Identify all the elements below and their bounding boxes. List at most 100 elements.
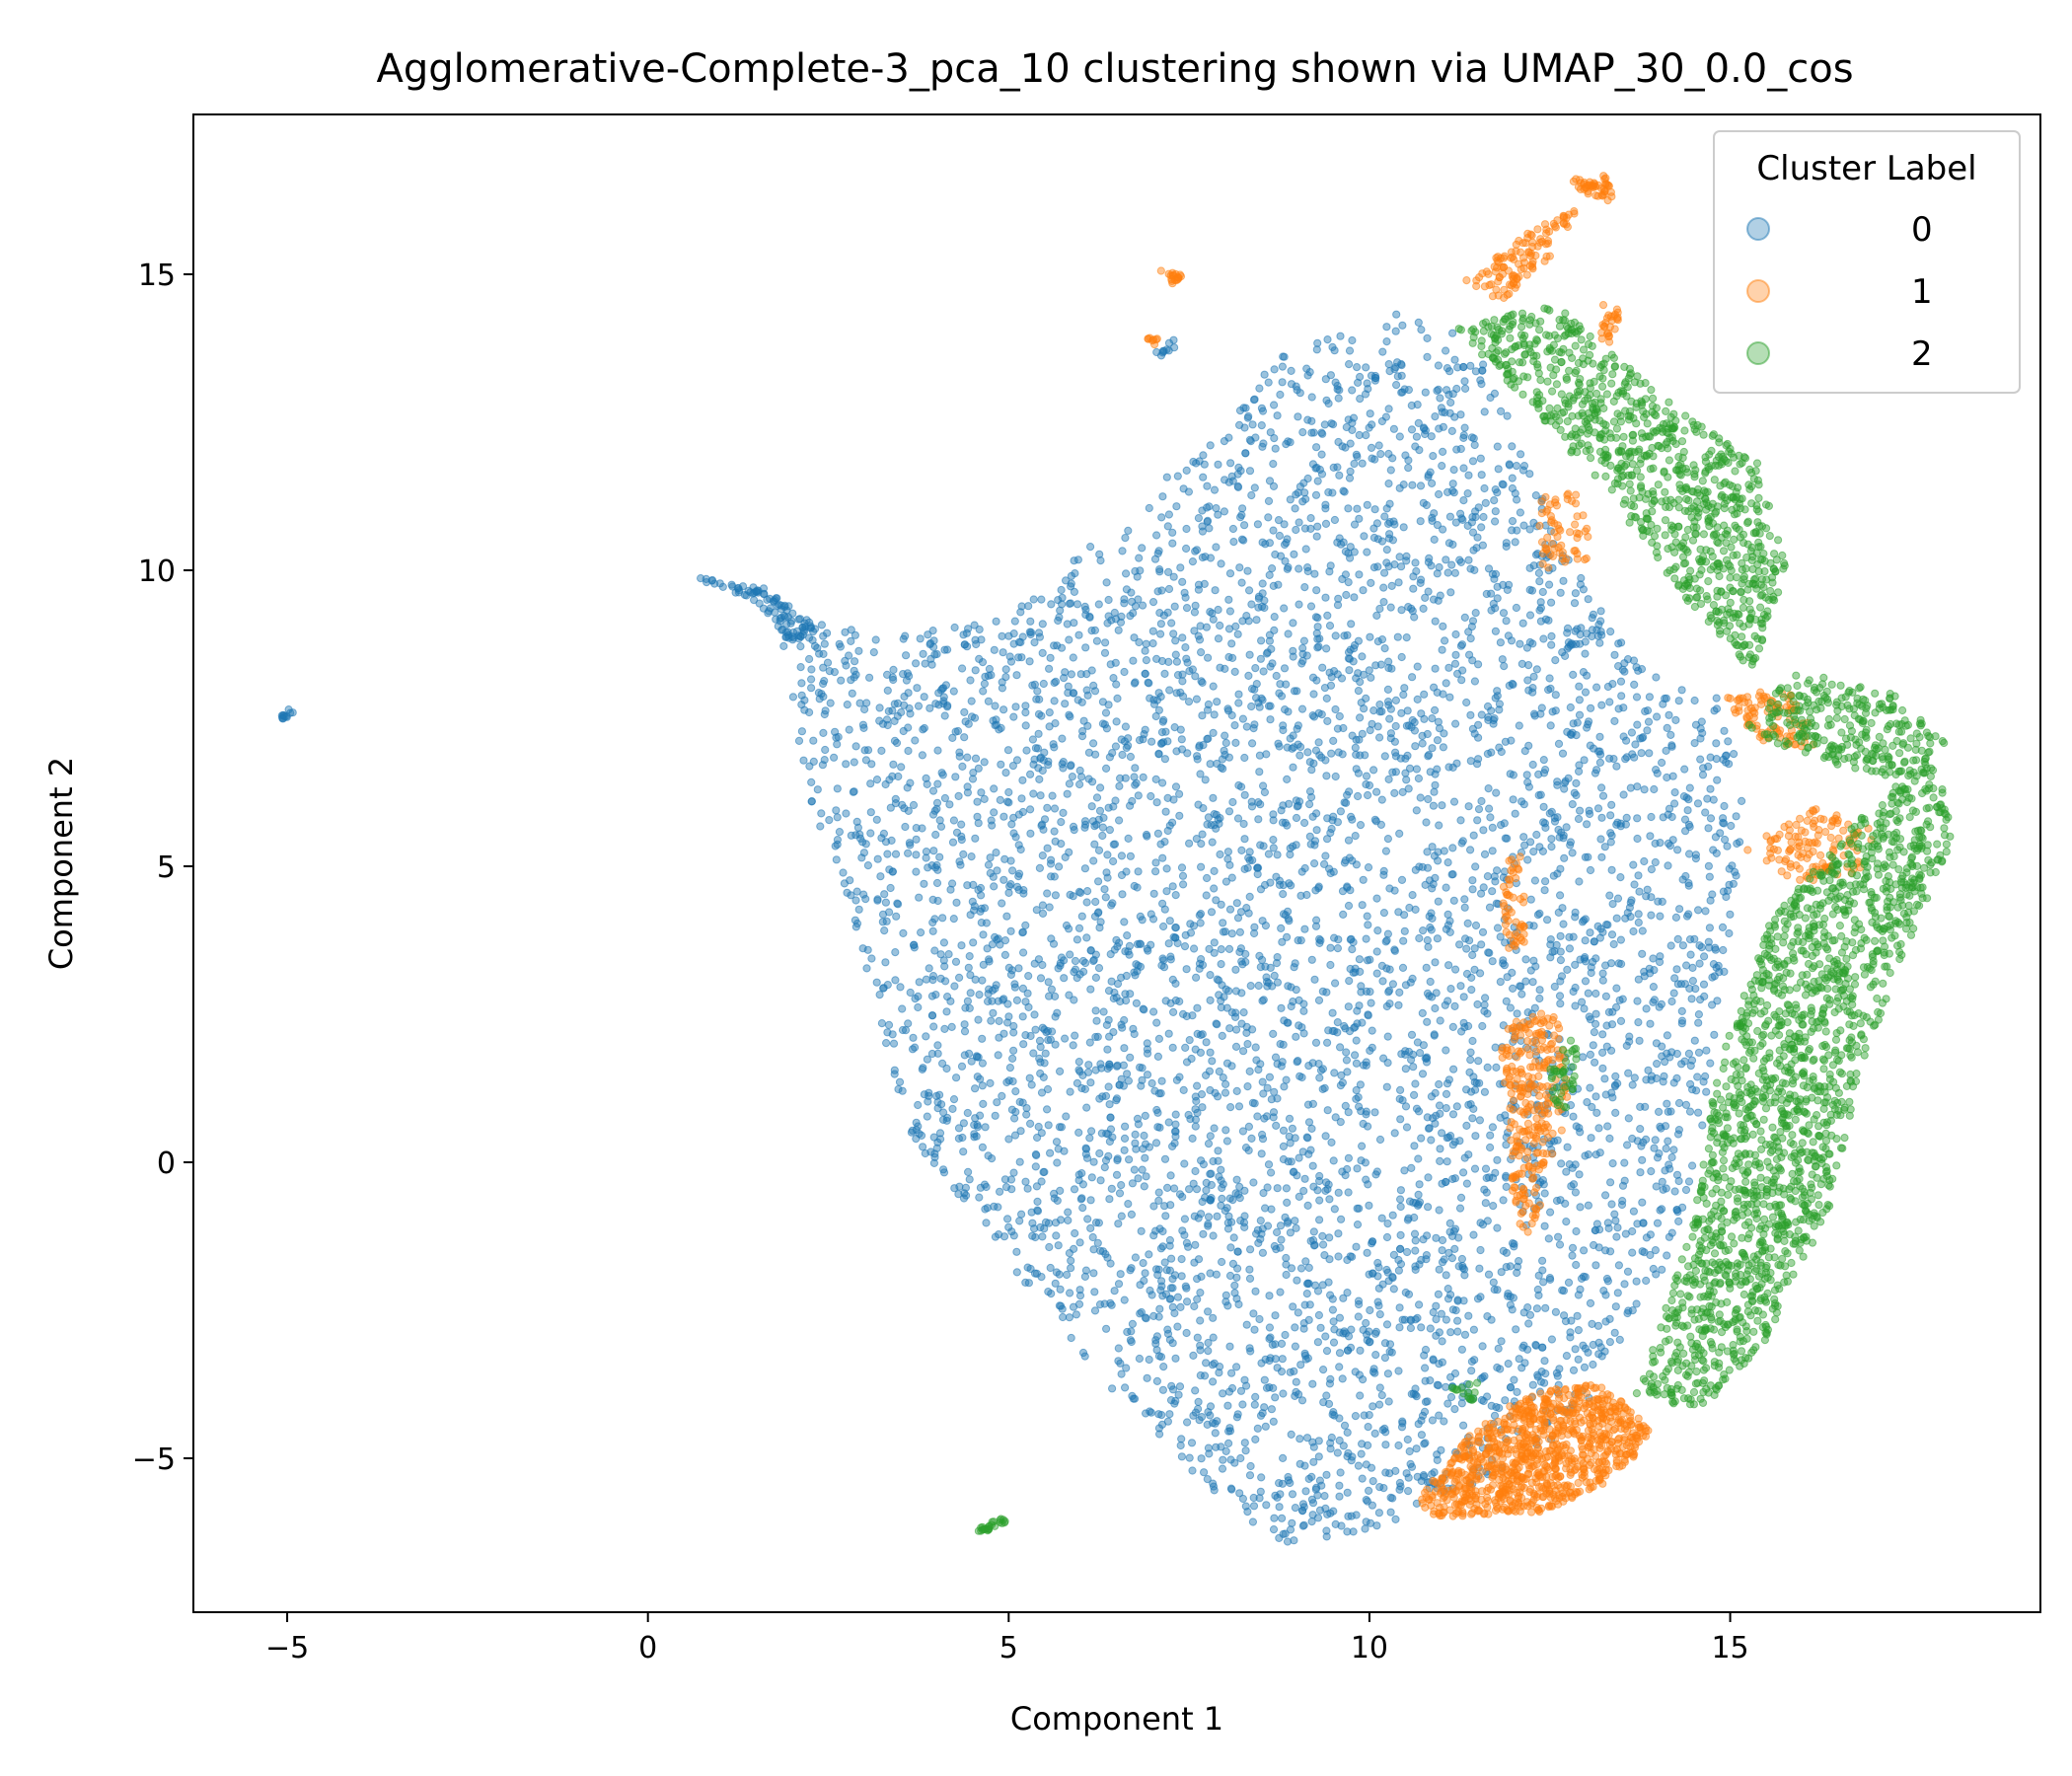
data-point bbox=[966, 989, 975, 998]
data-point bbox=[1685, 935, 1695, 944]
data-point bbox=[1397, 388, 1406, 397]
data-point bbox=[1453, 1296, 1462, 1305]
data-point bbox=[1334, 1229, 1343, 1238]
data-point bbox=[1384, 360, 1393, 369]
data-point bbox=[1198, 711, 1207, 720]
data-point bbox=[1633, 720, 1642, 729]
data-point bbox=[1196, 1289, 1205, 1297]
data-point bbox=[1254, 1238, 1263, 1248]
data-point bbox=[1286, 851, 1295, 859]
data-point bbox=[991, 932, 999, 942]
data-point bbox=[1285, 879, 1294, 888]
data-point bbox=[854, 646, 863, 655]
data-point bbox=[1173, 1322, 1182, 1331]
data-point bbox=[1256, 885, 1266, 894]
data-point bbox=[1574, 1291, 1584, 1299]
data-point bbox=[1668, 772, 1677, 780]
data-point bbox=[861, 756, 871, 765]
data-point bbox=[1423, 1017, 1432, 1026]
data-point bbox=[1104, 1151, 1113, 1160]
data-point bbox=[1299, 1520, 1308, 1529]
data-point bbox=[1613, 1223, 1622, 1232]
data-point bbox=[1456, 410, 1465, 419]
data-point bbox=[1394, 1367, 1403, 1375]
data-point bbox=[1078, 727, 1087, 736]
data-point bbox=[1358, 652, 1367, 661]
data-point bbox=[1240, 1439, 1249, 1447]
data-point bbox=[1511, 538, 1519, 547]
data-point bbox=[1171, 891, 1180, 900]
data-point bbox=[1121, 534, 1130, 543]
data-point bbox=[1591, 1261, 1600, 1270]
data-point bbox=[1004, 888, 1013, 898]
data-point bbox=[805, 707, 814, 717]
data-point bbox=[1709, 795, 1718, 804]
data-point bbox=[1292, 1032, 1300, 1041]
data-point bbox=[1162, 864, 1171, 873]
data-point bbox=[1312, 629, 1321, 638]
data-point bbox=[1183, 1418, 1192, 1427]
data-point bbox=[1351, 1412, 1361, 1421]
data-point bbox=[873, 854, 882, 863]
data-point bbox=[932, 1144, 941, 1152]
data-point bbox=[1348, 945, 1357, 954]
data-point bbox=[902, 651, 911, 660]
data-point bbox=[1190, 608, 1200, 617]
data-point bbox=[1053, 641, 1062, 650]
data-point bbox=[1447, 870, 1456, 879]
data-point bbox=[1090, 822, 1099, 831]
data-point bbox=[1029, 1049, 1038, 1058]
data-point bbox=[1392, 381, 1401, 390]
data-point bbox=[1124, 834, 1133, 844]
data-point bbox=[1400, 684, 1409, 693]
data-point bbox=[1175, 811, 1184, 820]
data-point bbox=[1113, 1155, 1122, 1165]
data-point bbox=[1439, 743, 1448, 752]
data-point bbox=[1617, 959, 1626, 969]
data-point bbox=[1652, 1039, 1662, 1048]
data-point bbox=[1124, 1076, 1134, 1085]
data-point bbox=[1336, 1468, 1345, 1477]
data-point bbox=[1493, 1363, 1502, 1372]
data-point bbox=[831, 727, 840, 736]
data-point bbox=[1180, 1159, 1189, 1168]
data-point bbox=[1677, 686, 1686, 695]
data-point bbox=[1629, 1207, 1639, 1216]
data-point bbox=[1411, 905, 1420, 915]
data-point bbox=[1125, 941, 1135, 951]
data-point bbox=[894, 1084, 903, 1094]
data-point bbox=[1406, 1323, 1416, 1333]
data-point bbox=[954, 1124, 964, 1133]
data-point bbox=[1282, 1270, 1291, 1280]
data-point bbox=[1251, 1392, 1260, 1402]
data-point bbox=[1240, 753, 1249, 763]
data-point bbox=[1471, 609, 1480, 618]
data-point bbox=[1381, 412, 1391, 421]
data-point bbox=[1600, 843, 1609, 851]
data-point bbox=[1065, 991, 1073, 999]
data-point bbox=[1065, 1249, 1074, 1258]
data-point bbox=[1597, 701, 1606, 709]
data-point bbox=[1156, 1353, 1166, 1362]
data-point bbox=[940, 1024, 949, 1034]
data-point bbox=[1074, 1058, 1083, 1067]
data-point bbox=[1038, 960, 1047, 970]
data-point bbox=[1346, 467, 1355, 476]
data-point bbox=[1395, 1478, 1405, 1488]
data-point bbox=[1009, 639, 1018, 648]
data-point bbox=[1038, 648, 1047, 658]
data-point bbox=[1478, 927, 1488, 936]
data-point bbox=[1163, 793, 1172, 803]
data-point bbox=[1021, 708, 1030, 717]
data-point bbox=[1314, 1310, 1324, 1320]
data-point bbox=[942, 1064, 951, 1073]
data-point bbox=[1411, 742, 1420, 751]
data-point bbox=[1099, 1007, 1108, 1016]
data-point bbox=[1284, 1018, 1293, 1027]
data-point bbox=[1261, 962, 1270, 971]
data-point bbox=[963, 1108, 972, 1118]
data-point bbox=[1478, 1021, 1487, 1031]
data-point bbox=[1149, 1231, 1158, 1240]
data-point bbox=[1385, 1340, 1395, 1349]
data-point bbox=[998, 684, 1007, 693]
